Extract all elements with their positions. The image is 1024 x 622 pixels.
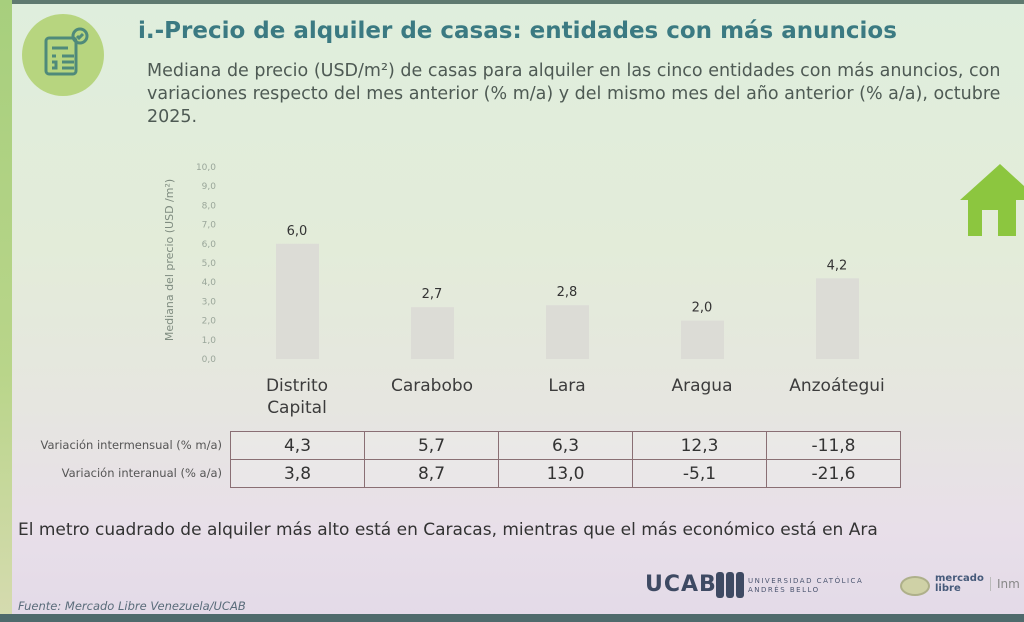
ucab-emblem-icon — [716, 572, 744, 598]
y-tick-label: 10,0 — [196, 163, 216, 173]
document-icon — [44, 27, 89, 76]
bar — [411, 307, 454, 359]
mercadolibre-handshake-icon — [900, 576, 930, 596]
y-tick-label: 0,0 — [202, 355, 217, 365]
bottom-border — [0, 614, 1024, 622]
table-cell: -11,8 — [766, 431, 901, 460]
variation-table: 4,3 5,7 6,3 12,3 -11,8 3,8 8,7 13,0 -5,1… — [230, 431, 901, 488]
document-badge — [22, 14, 104, 96]
source-text: Fuente: Mercado Libre Venezuela/UCAB — [18, 599, 246, 613]
y-tick-label: 5,0 — [202, 259, 217, 269]
inmuebles-logo: Inm — [990, 577, 1020, 591]
mercadolibre-logo: mercado libre — [935, 574, 984, 594]
y-tick-label: 6,0 — [202, 240, 217, 250]
bar — [276, 243, 319, 359]
ml-text1: mercado — [935, 573, 984, 584]
table-cell: 12,3 — [632, 431, 767, 460]
row-label-monthly: Variación intermensual (% m/a) — [40, 438, 222, 452]
bar-value-label: 2,7 — [422, 287, 443, 302]
y-tick-label: 3,0 — [202, 297, 217, 307]
row-label-yearly: Variación interanual (% a/a) — [61, 466, 222, 480]
bar — [816, 278, 859, 359]
y-tick-label: 2,0 — [202, 317, 217, 327]
y-tick-label: 7,0 — [202, 221, 217, 231]
y-tick-label: 1,0 — [202, 336, 217, 346]
page-subtitle: Mediana de precio (USD/m²) de casas para… — [147, 61, 1001, 127]
conclusion-text: El metro cuadrado de alquiler más alto e… — [18, 520, 878, 540]
bar-value-label: 2,0 — [692, 301, 713, 316]
y-tick-label: 9,0 — [202, 182, 217, 192]
ucab-sub2: ANDRÉS BELLO — [748, 586, 820, 594]
table-cell: -5,1 — [632, 459, 767, 488]
category-label: Distrito Capital — [265, 376, 329, 418]
category-label: Anzoátegui — [789, 376, 885, 396]
bar-value-label: 6,0 — [287, 224, 308, 239]
table-cell: 13,0 — [498, 459, 633, 488]
ucab-sub1: UNIVERSIDAD CATÓLICA — [748, 577, 864, 585]
ucab-logo-subtitle: UNIVERSIDAD CATÓLICA ANDRÉS BELLO — [748, 577, 863, 595]
ml-text2: libre — [935, 583, 961, 594]
bar — [681, 320, 724, 359]
y-tick-label: 8,0 — [202, 201, 217, 211]
table-cell: 4,3 — [230, 431, 365, 460]
table-row: 3,8 8,7 13,0 -5,1 -21,6 — [230, 459, 901, 488]
left-accent-bar — [0, 0, 12, 622]
table-cell: -21,6 — [766, 459, 901, 488]
bar — [546, 305, 589, 359]
ucab-logo: UCAB — [645, 572, 717, 597]
category-label: Carabobo — [390, 376, 474, 396]
bar-value-label: 2,8 — [557, 285, 578, 300]
category-label: Lara — [548, 376, 586, 396]
top-border — [0, 0, 1024, 4]
category-label: Aragua — [671, 376, 733, 396]
table-cell: 6,3 — [498, 431, 633, 460]
y-tick-label: 4,0 — [202, 278, 217, 288]
home-icon[interactable] — [960, 160, 1024, 236]
page-title: i.-Precio de alquiler de casas: entidade… — [138, 18, 897, 44]
table-cell: 3,8 — [230, 459, 365, 488]
table-row: 4,3 5,7 6,3 12,3 -11,8 — [230, 431, 901, 460]
table-cell: 5,7 — [364, 431, 499, 460]
table-cell: 8,7 — [364, 459, 499, 488]
bar-value-label: 4,2 — [827, 258, 848, 273]
